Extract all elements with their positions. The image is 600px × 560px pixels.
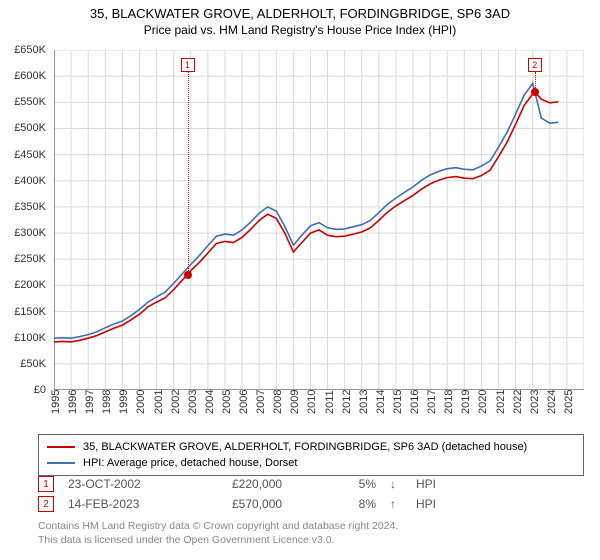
marker-vs: HPI bbox=[416, 497, 446, 511]
y-tick-label: £450K bbox=[14, 149, 46, 161]
y-axis-labels: £0£50K£100K£150K£200K£250K£300K£350K£400… bbox=[0, 50, 50, 390]
marker-dot bbox=[531, 88, 539, 96]
y-tick-label: £200K bbox=[14, 279, 46, 291]
chart-title: 35, BLACKWATER GROVE, ALDERHOLT, FORDING… bbox=[0, 0, 600, 21]
legend-item-hpi: HPI: Average price, detached house, Dors… bbox=[47, 455, 575, 471]
legend-swatch bbox=[47, 462, 75, 464]
x-tick-label: 1996 bbox=[67, 390, 79, 414]
y-tick-label: £300K bbox=[14, 227, 46, 239]
marker-dot bbox=[184, 271, 192, 279]
x-tick-label: 2005 bbox=[221, 390, 233, 414]
x-tick-label: 2000 bbox=[135, 390, 147, 414]
y-tick-label: £100K bbox=[14, 332, 46, 344]
x-tick-label: 2001 bbox=[153, 390, 165, 414]
y-tick-label: £0 bbox=[34, 384, 46, 396]
marker-price: £220,000 bbox=[232, 477, 332, 491]
marker-date: 14-FEB-2023 bbox=[68, 497, 218, 511]
arrow-icon: ↓ bbox=[390, 477, 402, 491]
footer-line: This data is licensed under the Open Gov… bbox=[38, 534, 584, 548]
legend-label: 35, BLACKWATER GROVE, ALDERHOLT, FORDING… bbox=[83, 441, 527, 453]
x-tick-label: 2003 bbox=[187, 390, 199, 414]
y-tick-label: £400K bbox=[14, 175, 46, 187]
y-tick-label: £500K bbox=[14, 122, 46, 134]
y-tick-label: £650K bbox=[14, 44, 46, 56]
x-tick-label: 2025 bbox=[563, 390, 575, 414]
marker-badge: 2 bbox=[528, 58, 542, 72]
marker-pct: 5% bbox=[346, 477, 376, 491]
marker-row: 2 14-FEB-2023 £570,000 8% ↑ HPI bbox=[38, 494, 584, 514]
footer-attribution: Contains HM Land Registry data © Crown c… bbox=[38, 520, 584, 547]
y-tick-label: £50K bbox=[20, 358, 46, 370]
x-tick-label: 2009 bbox=[289, 390, 301, 414]
x-tick-label: 2016 bbox=[409, 390, 421, 414]
marker-line bbox=[188, 72, 189, 275]
x-tick-label: 2021 bbox=[495, 390, 507, 414]
x-tick-label: 2014 bbox=[375, 390, 387, 414]
y-tick-label: £150K bbox=[14, 306, 46, 318]
x-tick-label: 2002 bbox=[170, 390, 182, 414]
footer-line: Contains HM Land Registry data © Crown c… bbox=[38, 520, 584, 534]
x-tick-label: 1998 bbox=[101, 390, 113, 414]
y-tick-label: £350K bbox=[14, 201, 46, 213]
x-tick-label: 2024 bbox=[546, 390, 558, 414]
legend-label: HPI: Average price, detached house, Dors… bbox=[83, 457, 297, 469]
x-tick-label: 2010 bbox=[306, 390, 318, 414]
x-tick-label: 2008 bbox=[272, 390, 284, 414]
x-tick-label: 2012 bbox=[341, 390, 353, 414]
marker-badge: 2 bbox=[38, 496, 54, 512]
x-tick-label: 2018 bbox=[443, 390, 455, 414]
legend-swatch bbox=[47, 446, 75, 448]
x-tick-label: 2019 bbox=[460, 390, 472, 414]
x-tick-label: 1995 bbox=[50, 390, 62, 414]
y-tick-label: £600K bbox=[14, 70, 46, 82]
chart-container: { "title": "35, BLACKWATER GROVE, ALDERH… bbox=[0, 0, 600, 560]
plot-area: 12 bbox=[54, 50, 584, 390]
x-tick-label: 1997 bbox=[84, 390, 96, 414]
marker-badge: 1 bbox=[181, 58, 195, 72]
x-tick-label: 2022 bbox=[512, 390, 524, 414]
x-axis-labels: 1995199619971998199920002001200220032004… bbox=[54, 392, 584, 432]
x-tick-label: 2013 bbox=[358, 390, 370, 414]
chart-svg bbox=[54, 50, 584, 390]
series-hpi bbox=[54, 84, 558, 339]
marker-table: 1 23-OCT-2002 £220,000 5% ↓ HPI 2 14-FEB-2023 £5… bbox=[38, 474, 584, 514]
x-tick-label: 2007 bbox=[255, 390, 267, 414]
x-tick-label: 2023 bbox=[529, 390, 541, 414]
marker-row: 1 23-OCT-2002 £220,000 5% ↓ HPI bbox=[38, 474, 584, 494]
marker-badge: 1 bbox=[38, 476, 54, 492]
x-tick-label: 2004 bbox=[204, 390, 216, 414]
y-tick-label: £250K bbox=[14, 253, 46, 265]
marker-pct: 8% bbox=[346, 497, 376, 511]
x-tick-label: 2006 bbox=[238, 390, 250, 414]
marker-price: £570,000 bbox=[232, 497, 332, 511]
chart-subtitle: Price paid vs. HM Land Registry's House … bbox=[0, 21, 600, 41]
x-tick-label: 2015 bbox=[392, 390, 404, 414]
x-tick-label: 2017 bbox=[426, 390, 438, 414]
legend: 35, BLACKWATER GROVE, ALDERHOLT, FORDING… bbox=[38, 434, 584, 476]
series-property bbox=[54, 92, 558, 342]
marker-vs: HPI bbox=[416, 477, 446, 491]
x-tick-label: 2020 bbox=[477, 390, 489, 414]
arrow-icon: ↑ bbox=[390, 497, 402, 511]
x-tick-label: 2011 bbox=[324, 390, 336, 414]
legend-item-property: 35, BLACKWATER GROVE, ALDERHOLT, FORDING… bbox=[47, 439, 575, 455]
y-tick-label: £550K bbox=[14, 96, 46, 108]
x-tick-label: 1999 bbox=[118, 390, 130, 414]
marker-date: 23-OCT-2002 bbox=[68, 477, 218, 491]
